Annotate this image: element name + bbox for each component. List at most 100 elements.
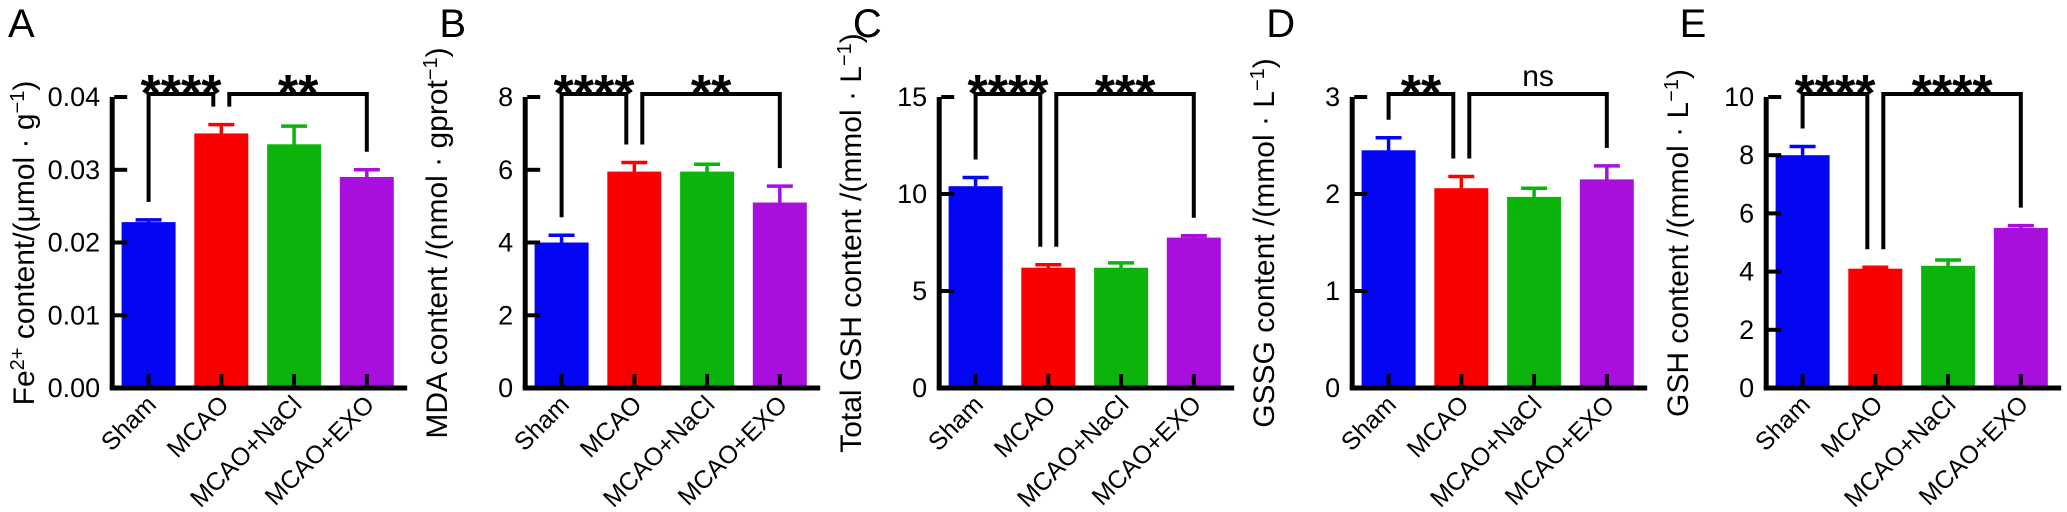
error-bar	[1180, 233, 1207, 247]
bar	[1775, 155, 1830, 388]
y-tick-label: 0.02	[48, 228, 101, 258]
y-axis-label: Total GSH content /(mmol · L−1)	[834, 33, 868, 453]
x-tick-label: Sham	[923, 390, 989, 456]
error-bar	[1594, 164, 1621, 189]
error-bar	[1448, 174, 1475, 198]
y-tick-label: 15	[897, 82, 927, 112]
y-axis-label: Fe2+ content/(μmol · g−1)	[7, 81, 41, 406]
bar	[194, 133, 249, 388]
y-tick-label: 4	[1739, 257, 1754, 287]
y-tick-label: 1	[1325, 276, 1340, 306]
significance-label: ****	[967, 65, 1049, 123]
bar	[948, 186, 1003, 388]
bar	[1166, 237, 1221, 388]
y-tick-label: 8	[499, 82, 514, 112]
y-axis-label: GSSG content /(mmol · L−1)	[1247, 58, 1281, 428]
significance-label: **	[1401, 65, 1442, 123]
x-tick-label: Sham	[1749, 390, 1815, 456]
error-bar	[962, 175, 989, 196]
error-bar	[1861, 265, 1888, 278]
significance-bracket	[973, 92, 1043, 247]
error-bar	[621, 160, 648, 181]
y-tick-label: 0.04	[48, 82, 101, 112]
y-tick-label: 2	[499, 300, 514, 330]
y-tick-label: 2	[1739, 315, 1754, 345]
error-bar	[1107, 261, 1134, 277]
bar	[1993, 227, 2048, 388]
y-axis-label: MDA content /(nmol · gprot−1)	[421, 47, 455, 438]
significance-label: **	[278, 65, 319, 123]
y-tick-label: 10	[1724, 82, 1754, 112]
x-tick-label: MCAO	[575, 390, 648, 463]
y-tick-label: 4	[499, 228, 514, 258]
error-bar	[2007, 223, 2034, 237]
y-tick-label: 2	[1325, 179, 1340, 209]
significance-label: ns	[1522, 60, 1554, 93]
bar	[753, 202, 808, 388]
panel-B: B 0 2 4 6 8 Sham MCAO MCAO+NaCl MCAO+EXO **** ** MD…	[413, 0, 826, 512]
x-tick-label: MCAO	[162, 390, 235, 463]
x-tick-label: Sham	[509, 390, 575, 456]
error-bar	[1934, 258, 1961, 275]
x-tick-label: MCAO	[1402, 390, 1475, 463]
y-axis-label: GSH content /(mmol · L−1)	[1661, 69, 1695, 417]
significance-bracket	[1467, 92, 1610, 159]
y-tick-label: 0.03	[48, 155, 101, 185]
error-bar	[694, 162, 721, 181]
bar	[339, 177, 394, 388]
significance-bracket	[640, 92, 783, 169]
error-bar	[281, 124, 308, 154]
bar	[1093, 267, 1148, 388]
error-bar	[1035, 263, 1062, 277]
error-bar	[1375, 135, 1402, 160]
bar	[1580, 179, 1635, 388]
panel-letter-A: A	[8, 2, 35, 46]
error-bar	[767, 184, 794, 212]
y-tick-label: 8	[1739, 140, 1754, 170]
error-bar	[353, 168, 380, 186]
significance-bracket	[560, 92, 629, 218]
x-tick-label: MCAO	[989, 390, 1062, 463]
y-tick-label: 0	[1325, 373, 1340, 403]
y-tick-label: 0	[1739, 373, 1754, 403]
error-bar	[1789, 144, 1816, 165]
significance-bracket	[1800, 92, 1869, 250]
y-tick-label: 10	[897, 179, 927, 209]
significance-bracket	[1386, 92, 1456, 159]
bar	[1021, 267, 1076, 388]
significance-label: **	[691, 65, 732, 123]
bar	[267, 144, 322, 388]
significance-label: ****	[1911, 65, 1993, 123]
significance-label: ****	[554, 65, 636, 123]
x-tick-label: Sham	[1336, 390, 1402, 456]
error-bar	[1521, 186, 1548, 206]
y-tick-label: 0.01	[48, 300, 101, 330]
y-tick-label: 0.00	[48, 373, 101, 403]
y-tick-label: 3	[1325, 82, 1340, 112]
panel-C: C 0 5 10 15 Sham MCAO MCAO+NaCl MCAO+EXO **** ***…	[827, 0, 1240, 512]
panel-E: E 0 2 4 6 8 10 Sham MCAO MCAO+NaCl MCAO+EXO **** **…	[1654, 0, 2067, 512]
bar	[1434, 188, 1489, 388]
significance-bracket	[1880, 92, 2023, 250]
significance-bracket	[227, 92, 369, 152]
y-tick-label: 0	[912, 373, 927, 403]
bar	[680, 171, 735, 388]
x-tick-label: MCAO	[1815, 390, 1888, 463]
bar	[121, 222, 176, 388]
error-bar	[135, 218, 162, 232]
error-bar	[208, 122, 235, 143]
significance-label: ****	[141, 65, 223, 123]
significance-bracket	[1054, 92, 1196, 247]
panel-letter-E: E	[1679, 2, 1707, 46]
bar	[1507, 196, 1562, 388]
bar	[1920, 265, 1975, 388]
significance-label: ****	[1794, 65, 1876, 123]
y-tick-label: 6	[499, 155, 514, 185]
panel-letter-B: B	[439, 2, 467, 46]
bar	[1361, 150, 1416, 388]
y-tick-label: 0	[499, 373, 514, 403]
